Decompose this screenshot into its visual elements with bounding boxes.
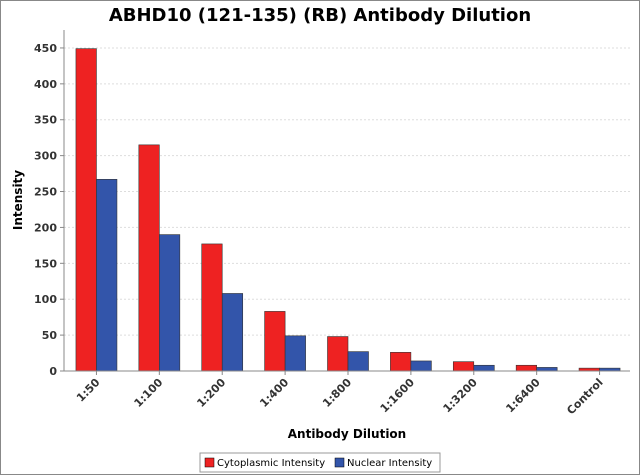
legend-box xyxy=(199,452,441,473)
y-tick-label: 350 xyxy=(34,114,57,127)
bar-cytoplasmic-6 xyxy=(452,361,475,372)
bar-nuclear-1 xyxy=(159,234,181,372)
bar-nuclear-4 xyxy=(347,351,369,372)
y-tick-label: 250 xyxy=(34,186,57,199)
y-tick-label: 450 xyxy=(34,42,57,55)
y-axis-label: Intensity xyxy=(11,170,25,230)
y-tick-label: 100 xyxy=(34,293,57,306)
legend-label-nuclear: Nuclear Intensity xyxy=(347,458,432,469)
y-tick-label: 300 xyxy=(34,150,57,163)
bar-nuclear-7 xyxy=(536,367,558,372)
bar-nuclear-3 xyxy=(284,335,306,372)
y-tick-label: 200 xyxy=(34,221,57,234)
bar-nuclear-6 xyxy=(473,364,495,372)
y-ticks: 0 50 100 150 200 250 300 350 400 450 xyxy=(34,42,64,378)
y-tick-label: 150 xyxy=(34,257,57,270)
bar-cytoplasmic-1 xyxy=(138,144,160,372)
bar-cytoplasmic-2 xyxy=(201,243,223,372)
bars xyxy=(75,48,621,372)
bar-nuclear-0 xyxy=(96,179,118,372)
bar-cytoplasmic-0 xyxy=(75,48,97,372)
legend-swatch-nuclear xyxy=(334,457,345,468)
bar-nuclear-5 xyxy=(410,360,432,372)
bar-cytoplasmic-7 xyxy=(515,364,537,372)
chart-title: ABHD10 (121-135) (RB) Antibody Dilution xyxy=(109,5,531,26)
y-tick-label: 50 xyxy=(42,329,58,342)
x-axis-label: Antibody Dilution xyxy=(288,427,406,441)
y-tick-label: 400 xyxy=(34,78,57,91)
bar-nuclear-2 xyxy=(221,293,244,372)
bar-cytoplasmic-3 xyxy=(264,311,286,372)
bar-cytoplasmic-4 xyxy=(327,336,349,372)
legend: Cytoplasmic Intensity Nuclear Intensity xyxy=(199,452,441,473)
legend-label-cytoplasmic: Cytoplasmic Intensity xyxy=(217,458,325,469)
bar-cytoplasmic-5 xyxy=(390,352,412,372)
y-tick-label: 0 xyxy=(49,365,57,378)
legend-swatch-cytoplasmic xyxy=(204,457,215,468)
